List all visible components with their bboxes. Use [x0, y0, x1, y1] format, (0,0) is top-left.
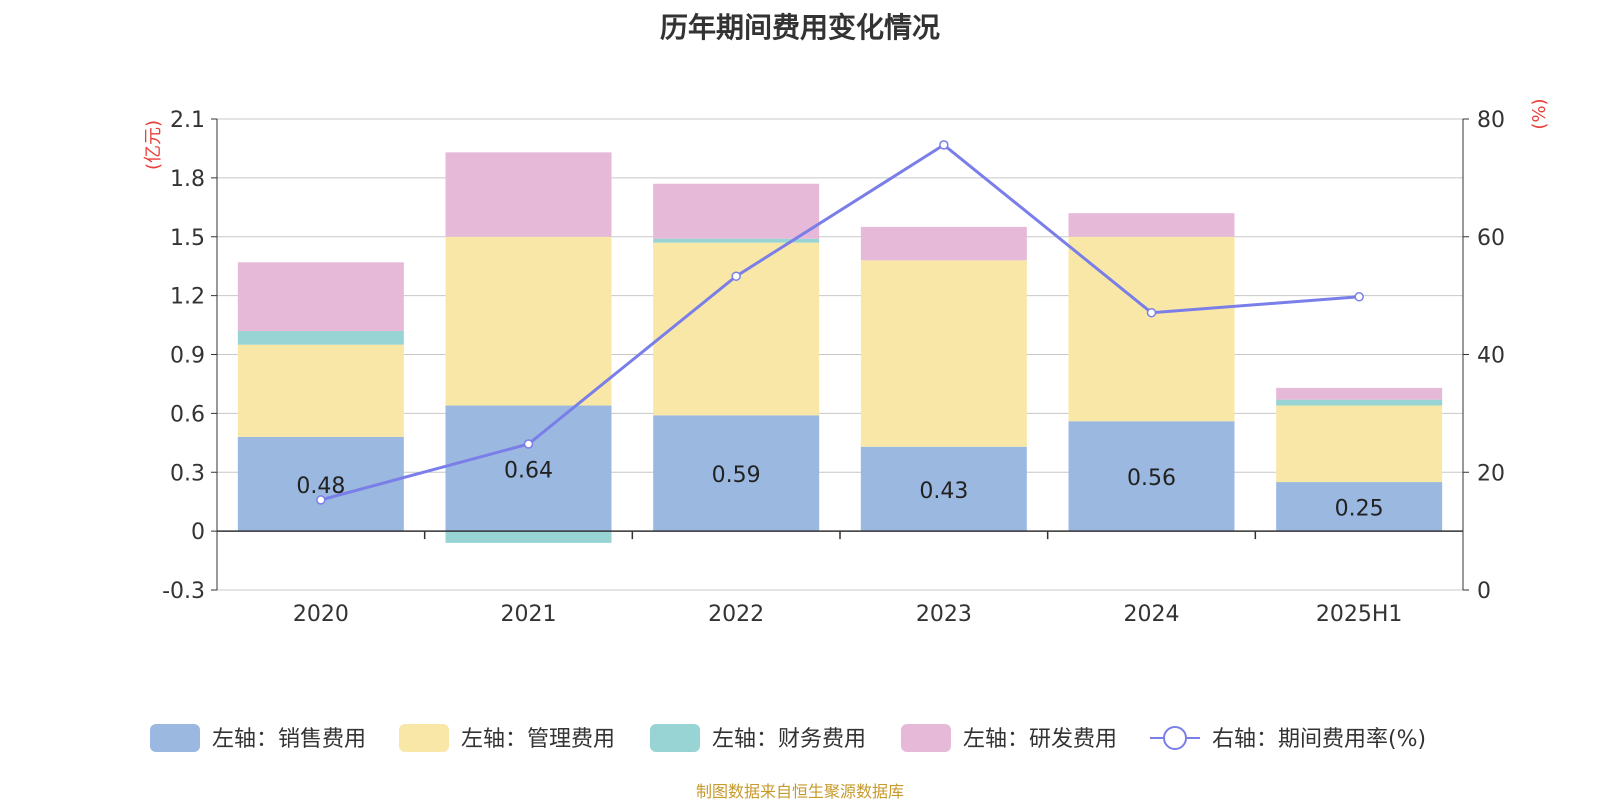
bar-segment [653, 415, 820, 532]
bar-segment [1276, 399, 1443, 406]
rate-point [939, 140, 949, 150]
bar-segment [1276, 387, 1443, 400]
legend-label: 左轴：研发费用 [963, 727, 1117, 752]
bar-segment [237, 344, 404, 437]
bar-segment [445, 531, 612, 543]
right-tick-label: 20 [1477, 461, 1505, 486]
bar-segment [1068, 213, 1235, 237]
legend-label: 右轴：期间费用率(%) [1212, 727, 1426, 752]
right-tick-label: 60 [1477, 226, 1505, 251]
left-tick-label: 1.8 [170, 167, 205, 192]
bar-segment [653, 242, 820, 416]
left-tick-label: 0 [191, 520, 205, 545]
right-tick-label: 40 [1477, 344, 1505, 369]
bar-data-label: 0.59 [712, 463, 761, 488]
legend-label: 左轴：管理费用 [461, 727, 615, 752]
bar-segment [1276, 482, 1443, 532]
left-tick-label: 1.5 [170, 226, 205, 251]
left-tick-label: -0.3 [162, 579, 205, 604]
bar-segment [860, 260, 1027, 447]
right-axis-unit: (%) [1529, 98, 1550, 129]
left-tick-label: 1.2 [170, 285, 205, 310]
category-label: 2022 [708, 602, 764, 627]
bar-segment [653, 238, 820, 243]
bar-segment [1068, 421, 1235, 532]
legend-swatch [901, 724, 951, 752]
bar-data-label: 0.56 [1127, 466, 1176, 491]
rate-point [731, 271, 741, 281]
chart-title: 历年期间费用变化情况 [659, 11, 940, 44]
legend-label: 左轴：销售费用 [212, 727, 366, 752]
bar-data-label: 0.25 [1335, 497, 1384, 522]
bar-segment [653, 183, 820, 239]
bar-segment [237, 262, 404, 331]
bar-segment [445, 236, 612, 406]
bar-segment [1276, 405, 1443, 483]
left-tick-label: 0.6 [170, 402, 205, 427]
left-tick-label: 2.1 [170, 108, 205, 133]
source-note: 制图数据来自恒生聚源数据库 [695, 782, 904, 801]
rate-line [320, 143, 1360, 502]
left-axis-unit: (亿元) [143, 120, 164, 170]
bar-segment [445, 405, 612, 532]
bar-segment [445, 152, 612, 237]
rate-point [1146, 307, 1157, 318]
right-tick-label: 0 [1477, 579, 1491, 604]
legend-swatch [150, 724, 200, 752]
rate-point [316, 495, 326, 505]
rate-point [523, 439, 534, 449]
category-label: 2020 [293, 602, 349, 627]
category-label: 2024 [1124, 602, 1180, 627]
right-tick-label: 80 [1477, 108, 1505, 133]
bar-segment [860, 446, 1027, 532]
category-label: 2023 [916, 602, 972, 627]
bar-data-label: 0.43 [919, 479, 968, 504]
legend-swatch [399, 724, 449, 752]
category-label: 2025H1 [1316, 602, 1403, 627]
bar-segment [237, 330, 404, 345]
left-tick-label: 0.3 [170, 461, 205, 486]
left-tick-label: 0.9 [170, 344, 205, 369]
legend-marker [1163, 726, 1187, 750]
category-label: 2021 [501, 602, 557, 627]
bar-data-label: 0.64 [504, 458, 553, 483]
legend-label: 左轴：财务费用 [712, 727, 866, 752]
legend-swatch [650, 724, 700, 752]
bar-segment [860, 226, 1027, 261]
rate-point [1354, 292, 1364, 302]
